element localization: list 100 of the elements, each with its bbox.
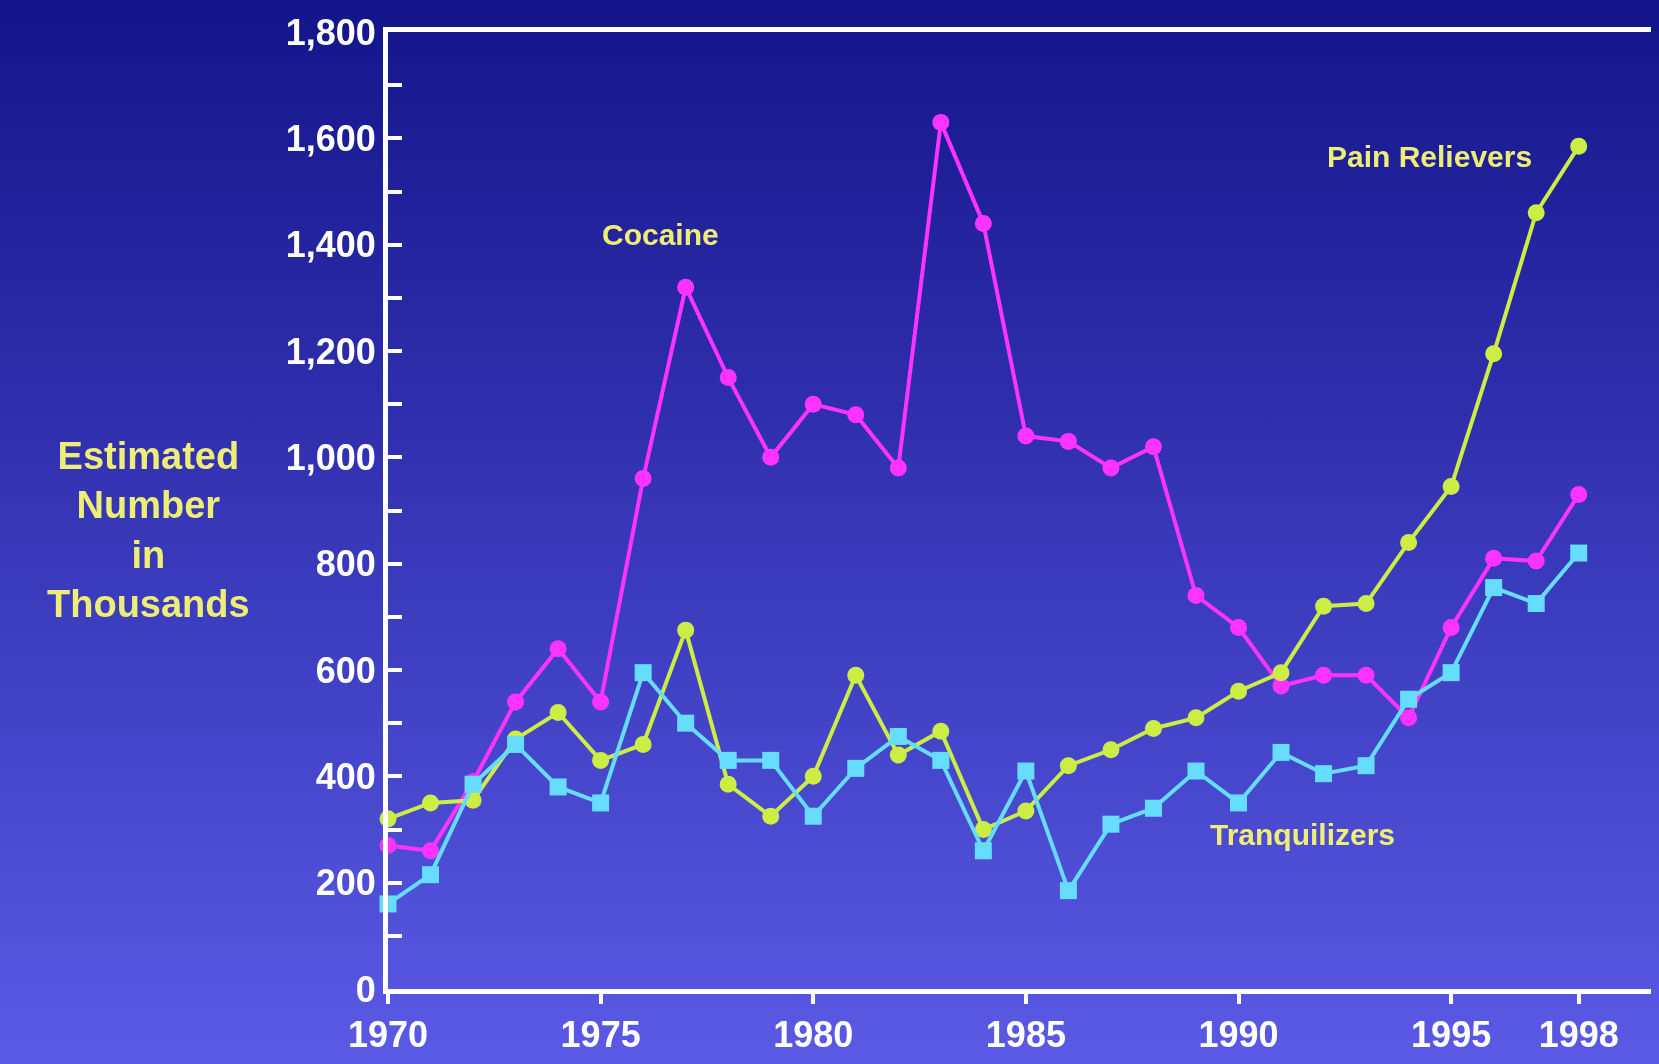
point (1400, 533, 1418, 551)
point (889, 746, 907, 764)
y-tick-label: 400 (315, 755, 376, 797)
point (1144, 438, 1162, 456)
point (762, 448, 780, 466)
point (719, 775, 737, 793)
point (974, 214, 992, 232)
point (1272, 664, 1290, 682)
x-tick-label: 1975 (560, 1014, 641, 1056)
point (422, 866, 440, 884)
point (1230, 794, 1248, 812)
point (1144, 719, 1162, 737)
point (1059, 432, 1077, 450)
point (1059, 882, 1077, 900)
point (1272, 743, 1290, 761)
point (634, 470, 652, 488)
point (1400, 690, 1418, 708)
point (1357, 595, 1375, 613)
point (1102, 741, 1120, 759)
point (932, 722, 950, 740)
y-tick-label: 1,200 (285, 330, 376, 372)
point (507, 735, 525, 753)
point (634, 664, 652, 682)
y-tick-label: 1,000 (285, 436, 376, 478)
point (932, 751, 950, 769)
point (1017, 802, 1035, 820)
y-tick-label: 1,400 (285, 224, 376, 266)
point (1357, 666, 1375, 684)
point (1230, 682, 1248, 700)
point (762, 751, 780, 769)
point (1017, 427, 1035, 445)
point (719, 751, 737, 769)
point (1315, 765, 1333, 783)
point (1187, 587, 1205, 605)
y-axis-title: Estimated Number in Thousands (47, 435, 250, 626)
point (507, 693, 525, 711)
point (677, 621, 695, 639)
point (1442, 664, 1460, 682)
point (974, 821, 992, 838)
point (1485, 549, 1503, 567)
point (1315, 666, 1333, 684)
point (549, 640, 567, 658)
point (974, 842, 992, 860)
point (592, 751, 610, 769)
point (847, 666, 865, 684)
point (1527, 595, 1545, 613)
point (1102, 459, 1120, 477)
x-tick-label: 1995 (1411, 1014, 1492, 1056)
point (847, 406, 865, 424)
x-tick-label: 1970 (347, 1014, 429, 1056)
x-tick-label: 1985 (985, 1014, 1066, 1056)
point (719, 369, 737, 387)
x-tick-label: 1990 (1198, 1014, 1279, 1056)
series-label: Cocaine (602, 218, 719, 251)
point (1315, 597, 1333, 615)
point (592, 794, 610, 812)
point (1144, 799, 1162, 817)
point (677, 714, 695, 732)
point (1059, 757, 1077, 775)
point (634, 735, 652, 753)
point (1442, 618, 1460, 636)
point (1570, 544, 1588, 562)
point (422, 794, 440, 812)
point (1187, 762, 1205, 780)
point (889, 459, 907, 477)
point (422, 842, 440, 860)
point (1187, 709, 1205, 727)
point (1102, 815, 1120, 833)
point (804, 767, 822, 785)
point (1527, 204, 1545, 222)
point (549, 778, 567, 796)
point (677, 278, 695, 296)
point (1230, 618, 1248, 636)
point (1485, 345, 1503, 363)
point (932, 113, 950, 131)
series-label: Pain Relievers (1327, 140, 1533, 173)
point (889, 727, 907, 745)
point (592, 693, 610, 711)
x-tick-label: 1998 (1538, 1014, 1619, 1056)
y-tick-label: 800 (315, 543, 376, 585)
point (847, 759, 865, 777)
point (1570, 486, 1588, 504)
point (1442, 478, 1460, 496)
point (804, 395, 822, 413)
point (1570, 137, 1588, 155)
y-tick-label: 600 (315, 649, 376, 691)
point (549, 704, 567, 722)
point (1527, 552, 1545, 570)
y-tick-label: 0 (355, 968, 376, 1010)
series-label: Tranquilizers (1210, 818, 1396, 851)
point (804, 807, 822, 825)
point (1400, 709, 1418, 727)
y-tick-label: 1,600 (285, 117, 376, 159)
x-tick-label: 1980 (773, 1014, 854, 1056)
y-tick-label: 200 (315, 862, 376, 904)
point (1485, 579, 1503, 597)
point (1357, 757, 1375, 775)
point (1017, 762, 1035, 780)
point (762, 807, 780, 825)
y-tick-label: 1,800 (285, 11, 376, 53)
